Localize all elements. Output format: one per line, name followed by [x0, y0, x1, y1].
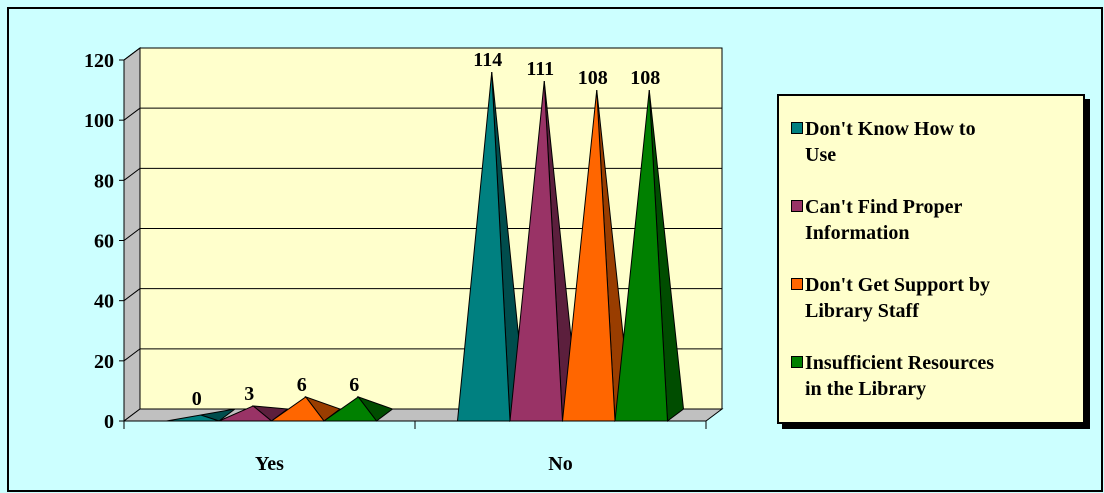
y-tick-label: 0: [104, 411, 114, 433]
legend-label-line2: Information: [805, 222, 910, 244]
pyramid-front-face: [166, 414, 220, 422]
pyramid-front-face: [456, 72, 511, 422]
legend-item-cant-find: Can't Find Proper Information: [791, 194, 1075, 246]
legend-label-line2: Use: [805, 144, 837, 166]
pyramid-front-face: [614, 90, 669, 422]
legend-swatch-teal: [791, 122, 803, 134]
legend-item-no-support: Don't Get Support by Library Staff: [791, 272, 1075, 324]
pyramid-front-face: [269, 396, 326, 422]
pyramid-front-face: [561, 90, 616, 422]
data-label: 114: [473, 49, 502, 71]
y-tick-label: 120: [84, 50, 114, 72]
gridline: [123, 167, 722, 181]
pyramid-front-face: [509, 81, 564, 422]
data-label: 6: [349, 374, 359, 396]
legend-label-line1: Don't Get Support by: [805, 274, 991, 296]
data-label: 0: [192, 388, 202, 410]
y-tick-label: 20: [94, 351, 114, 373]
data-label: 108: [578, 67, 608, 89]
legend-swatch-green: [791, 356, 803, 368]
legend-item-dont-know: Don't Know How to Use: [791, 116, 1075, 168]
legend-label-line1: Can't Find Proper: [805, 196, 963, 218]
gridline: [123, 47, 722, 61]
legend-swatch-orange: [791, 278, 803, 290]
data-label: 111: [526, 58, 554, 80]
x-tick-label: No: [548, 453, 572, 475]
legend-label-line1: Don't Know How to: [805, 118, 976, 140]
legend-label-line1: Insufficient Resources: [805, 352, 995, 374]
y-tick-label: 40: [94, 291, 114, 313]
y-tick-label: 80: [94, 170, 114, 192]
gridline: [123, 228, 722, 241]
gridline: [123, 107, 722, 121]
legend-item-insufficient: Insufficient Resources in the Library: [791, 350, 1075, 402]
x-tick-label: Yes: [255, 453, 284, 475]
legend-label-line2: Library Staff: [805, 300, 919, 322]
chart-frame: [7, 7, 1103, 492]
pyramid-front-face: [218, 405, 273, 422]
data-label: 6: [297, 374, 307, 396]
pyramid-front-face: [322, 396, 378, 422]
y-tick-label: 100: [84, 110, 114, 132]
legend: Don't Know How to Use Can't Find Proper …: [777, 94, 1085, 424]
data-label: 108: [630, 67, 660, 89]
legend-label-line2: in the Library: [805, 378, 927, 400]
data-label: 3: [244, 383, 254, 405]
y-tick-label: 60: [94, 231, 114, 253]
legend-swatch-plum: [791, 200, 803, 212]
